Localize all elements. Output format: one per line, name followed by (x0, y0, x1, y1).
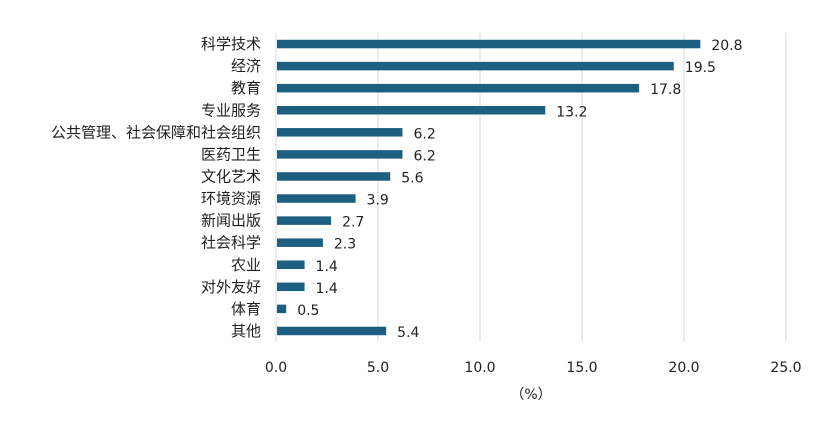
x-axis-ticks: 0.0 5.0 10.0 15.0 20.0 25.0 (265, 360, 802, 376)
data-label: 5.4 (397, 325, 419, 341)
x-tick-label: 0.0 (265, 360, 287, 376)
x-tick-label: 5.0 (367, 360, 389, 376)
bar (277, 216, 332, 225)
data-label: 2.7 (342, 215, 364, 231)
category-label: 公共管理、社会保障和社会组织 (51, 123, 261, 141)
data-label: 17.8 (650, 82, 681, 98)
bar (277, 304, 287, 314)
category-label: 科学技术 (201, 35, 261, 53)
bar (277, 282, 305, 292)
x-tick-label: 15.0 (566, 360, 597, 376)
category-label: 医药卫生 (201, 145, 261, 163)
data-labels: 20.8 19.517.8 13.2 6.2 6.2 5.6 3.92.7 2.3 1.4 1.4… (297, 38, 742, 341)
bar (277, 172, 391, 181)
data-label: 20.8 (711, 38, 742, 54)
category-label: 农业 (231, 256, 261, 274)
category-label: 环境资源 (201, 190, 261, 208)
category-labels: 科学技术经济教育专业服务公共管理、社会保障和社会组织医药卫生文化艺术环境资源新闻… (51, 35, 261, 340)
data-label: 1.4 (316, 281, 338, 297)
gridlines (377, 33, 787, 342)
x-tick-label: 10.0 (464, 360, 495, 376)
category-label: 专业服务 (201, 101, 261, 119)
category-label: 经济 (231, 57, 261, 75)
data-label: 2.3 (334, 237, 356, 253)
category-label: 新闻出版 (201, 212, 261, 230)
bar (277, 39, 701, 49)
bar (277, 150, 403, 159)
category-label: 社会科学 (201, 234, 261, 252)
category-label: 文化艺术 (201, 167, 261, 185)
data-label: 3.9 (367, 193, 389, 209)
x-tick-label: 20.0 (668, 360, 699, 376)
bar (277, 106, 546, 115)
bar (277, 260, 305, 269)
data-label: 1.4 (316, 259, 338, 275)
category-label: 体育 (231, 300, 261, 318)
bar (277, 128, 403, 137)
bar (277, 238, 323, 247)
data-label: 0.5 (297, 303, 319, 319)
bar (277, 83, 640, 93)
x-tick-label: 25.0 (770, 360, 801, 376)
bar (277, 194, 356, 203)
bar (277, 326, 387, 336)
bars (277, 39, 701, 336)
bar (277, 61, 674, 71)
category-label: 对外友好 (201, 278, 261, 296)
data-label: 5.6 (401, 170, 423, 186)
data-label: 6.2 (413, 126, 435, 142)
category-label: 其他 (231, 322, 261, 340)
x-axis-title: （%） (510, 387, 551, 403)
category-label: 教育 (231, 79, 261, 97)
data-label: 6.2 (413, 148, 435, 164)
data-label: 19.5 (685, 60, 716, 76)
data-label: 13.2 (556, 104, 587, 120)
